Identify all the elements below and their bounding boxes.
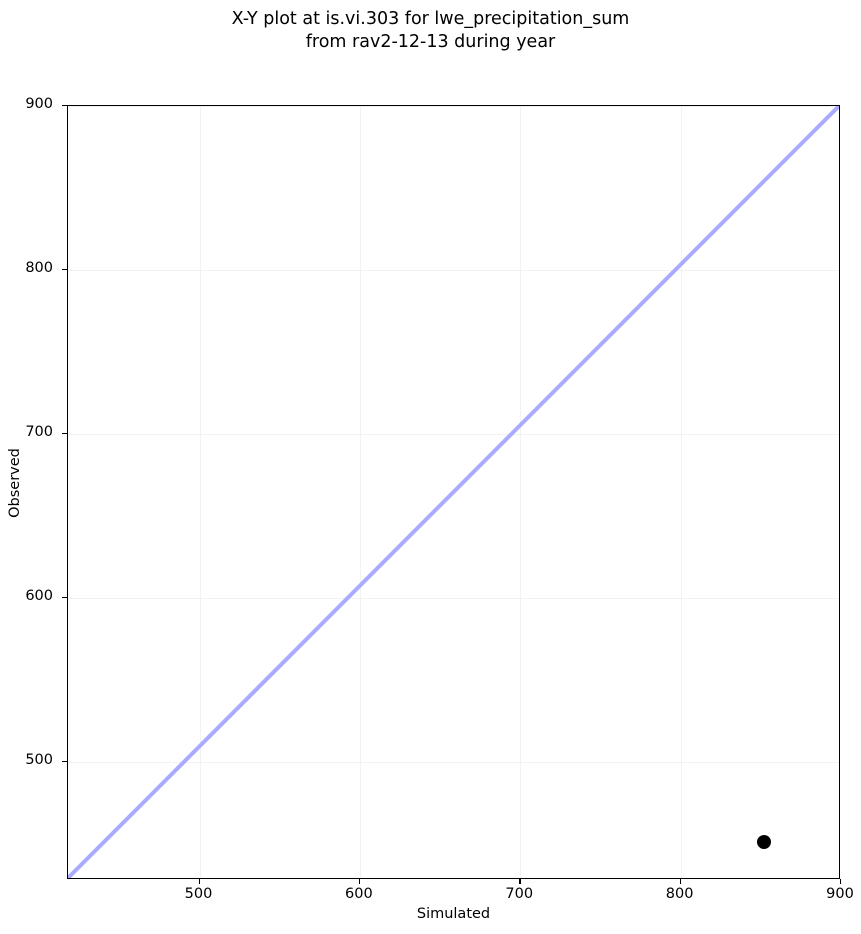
x-tick-mark [519, 879, 521, 884]
one-to-one-reference-line [68, 106, 839, 878]
chart-title: X-Y plot at is.vi.303 for lwe_precipitat… [231, 9, 630, 52]
gridline-horizontal [68, 597, 839, 600]
gridline-horizontal [68, 106, 839, 108]
gridline-horizontal [68, 269, 839, 272]
x-tick-label: 500 [184, 886, 213, 902]
y-tick-label: 600 [25, 587, 53, 604]
y-tick-label: 900 [25, 96, 53, 112]
gridline-horizontal [68, 761, 839, 764]
x-tick-mark [679, 879, 681, 884]
gridline-vertical [520, 106, 522, 878]
x-tick-label: 900 [826, 886, 854, 902]
x-tick-label: 800 [665, 886, 694, 902]
y-axis-label: Observed [7, 448, 23, 518]
plot-area[interactable] [67, 105, 840, 879]
x-tick-label: 600 [345, 886, 373, 902]
y-tick-label: 800 [25, 259, 53, 276]
y-tick-mark [62, 596, 67, 599]
gridline-vertical [359, 106, 361, 878]
x-tick-label: 700 [505, 886, 534, 902]
y-tick-mark [62, 760, 67, 763]
y-tick-mark [62, 268, 67, 271]
gridline-horizontal [68, 433, 839, 436]
gridline-vertical [680, 106, 682, 878]
data-point[interactable] [757, 835, 772, 850]
x-tick-mark [198, 879, 200, 884]
y-tick-label: 500 [25, 751, 53, 768]
y-tick-mark [62, 432, 67, 435]
gridline-vertical [199, 106, 201, 878]
y-tick-label: 700 [25, 423, 53, 440]
y-tick-mark [62, 105, 67, 107]
x-tick-mark [840, 879, 842, 884]
x-axis-label: Simulated [416, 906, 491, 922]
x-tick-mark [358, 879, 361, 884]
